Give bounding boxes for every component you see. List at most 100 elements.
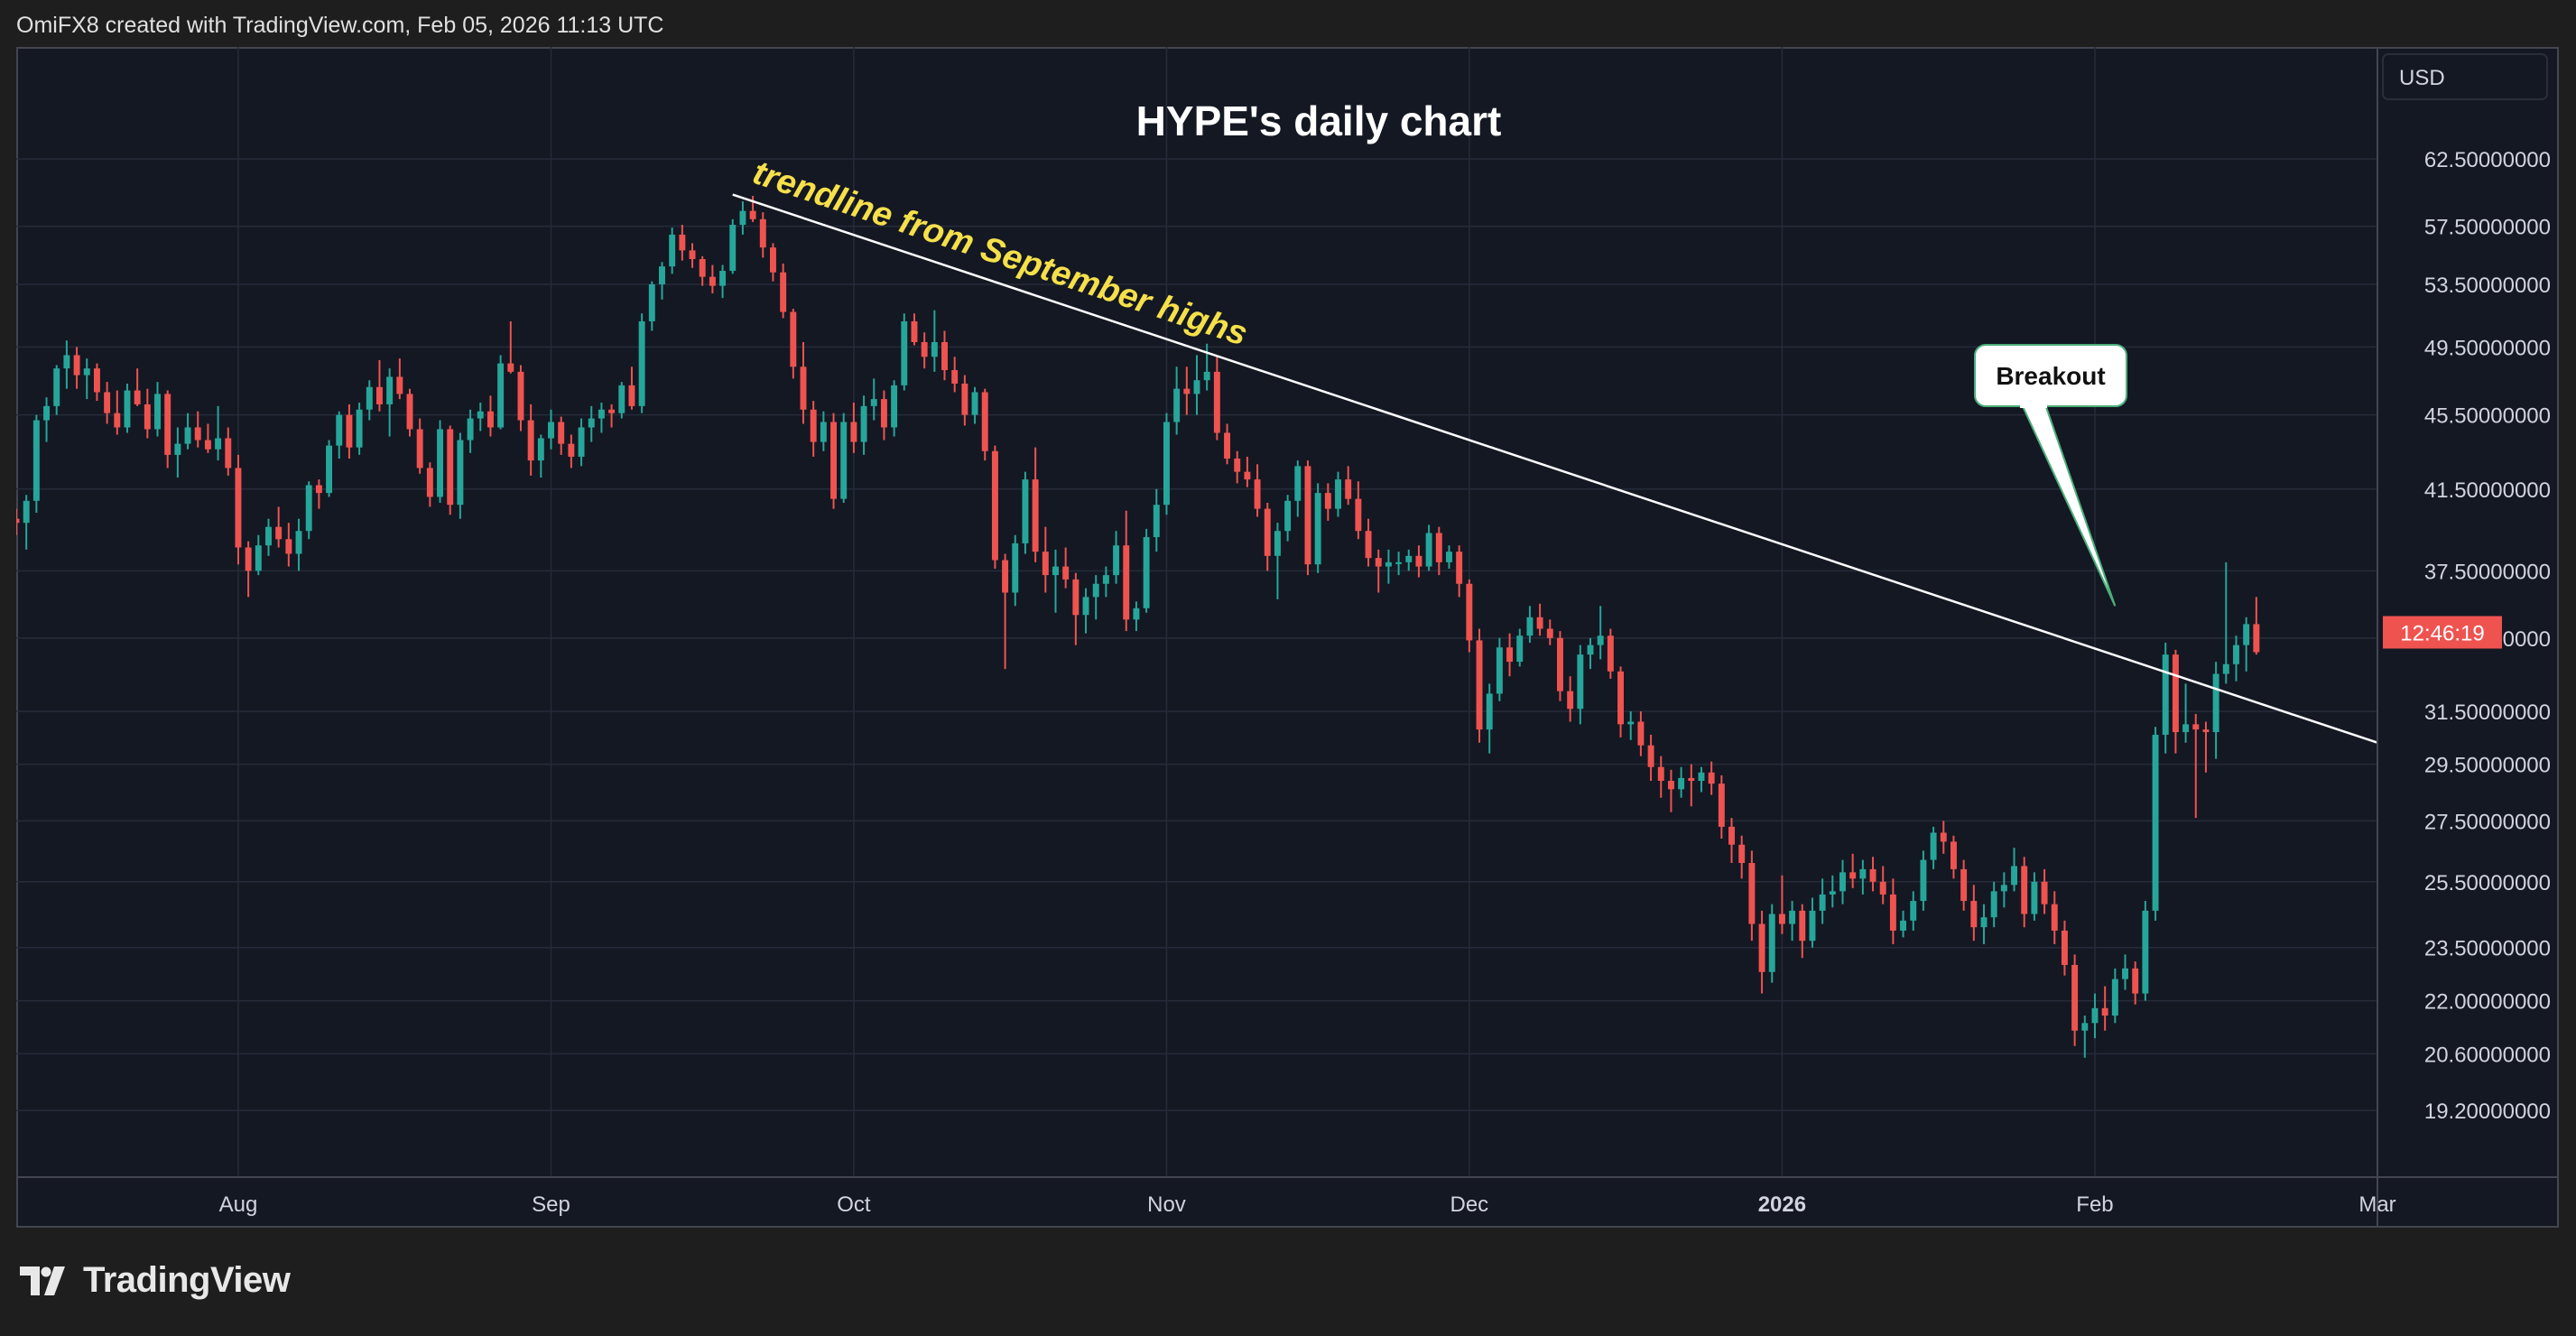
candle — [225, 427, 232, 476]
candle-body — [568, 443, 575, 457]
candle-body — [63, 355, 70, 369]
candle — [951, 357, 959, 393]
currency-selector[interactable]: USD — [2382, 53, 2548, 100]
candle-body — [134, 390, 141, 404]
candle — [961, 375, 968, 426]
candle-body — [356, 409, 363, 448]
candle — [2152, 727, 2159, 921]
candle — [598, 402, 605, 433]
candle — [1062, 547, 1070, 589]
candle — [215, 405, 222, 461]
candle — [23, 495, 30, 550]
candle — [1778, 875, 1785, 934]
price-tick-label: 57.50000000 — [2424, 216, 2551, 240]
candle-body — [1173, 388, 1181, 422]
candle-body — [497, 363, 505, 428]
candle — [447, 425, 454, 515]
candle — [2061, 920, 2068, 976]
candle — [164, 390, 171, 469]
candle — [739, 201, 746, 235]
candle-body — [1577, 654, 1584, 710]
candle — [1133, 601, 1140, 632]
candle — [1688, 764, 1695, 807]
candle-body — [1647, 745, 1654, 767]
candle-body — [1799, 910, 1806, 942]
candle — [860, 395, 867, 455]
candle — [891, 380, 898, 437]
candle — [1153, 488, 1160, 552]
candle — [1042, 526, 1049, 593]
candle — [426, 462, 433, 507]
currency-label[interactable]: USD — [2399, 66, 2445, 90]
candle-body — [1486, 693, 1493, 730]
candle-body — [1990, 891, 1997, 918]
candle — [941, 330, 948, 381]
candle — [1022, 471, 1029, 554]
candle — [1012, 534, 1019, 607]
candle-body — [1879, 881, 1886, 895]
candle-body — [2132, 968, 2139, 994]
candle — [1587, 637, 1594, 670]
candle-body — [1193, 380, 1200, 394]
price-tick-label: 19.20000000 — [2424, 1099, 2551, 1124]
candle-body — [1234, 459, 1241, 472]
candle-body — [406, 394, 413, 430]
candle-body — [43, 405, 51, 421]
candle — [1708, 761, 1715, 795]
candle-body — [1072, 579, 1080, 616]
candle-body — [1768, 914, 1775, 972]
trendline[interactable] — [732, 193, 2378, 744]
candle-body — [921, 341, 928, 357]
candle-body — [1889, 894, 1896, 931]
candle — [1254, 464, 1261, 517]
candle-body — [880, 399, 887, 428]
candle — [679, 225, 686, 261]
candle-body — [689, 250, 696, 260]
candle-body — [1304, 466, 1311, 565]
candle-body — [1345, 479, 1352, 499]
candle — [971, 386, 978, 424]
candle-body — [2061, 930, 2068, 965]
candlestick-chart[interactable]: trendline from September highs Breakout 6… — [16, 47, 2559, 1228]
candle-body — [1254, 479, 1261, 509]
candle — [174, 427, 181, 478]
candle — [265, 518, 272, 556]
candle — [194, 411, 201, 448]
candle-body — [1506, 647, 1514, 663]
candle — [2081, 1016, 2089, 1058]
candle-body — [669, 234, 676, 267]
breakout-pointer — [2020, 404, 2117, 607]
candle — [2243, 617, 2250, 672]
candle-body — [1516, 636, 1524, 663]
candle-body — [1728, 826, 1735, 845]
breakout-box — [1974, 344, 2127, 407]
candle-body — [1062, 566, 1070, 580]
candle-body — [1395, 561, 1403, 564]
candle-body — [618, 385, 625, 413]
candle-body — [648, 283, 655, 321]
candle — [1304, 460, 1311, 576]
candle — [669, 227, 676, 274]
candle — [709, 264, 716, 294]
candle — [507, 320, 514, 374]
candle — [1960, 859, 1968, 911]
candle — [1244, 456, 1251, 487]
candle — [537, 434, 544, 478]
candle-body — [951, 369, 959, 384]
tradingview-logo[interactable]: TradingView — [20, 1260, 291, 1301]
candle — [477, 402, 484, 431]
candle-body — [537, 438, 544, 461]
candle-body — [1688, 777, 1695, 781]
candle-body — [194, 427, 201, 441]
candle — [1536, 603, 1543, 636]
candle-body — [1113, 545, 1120, 576]
candle-body — [1163, 422, 1170, 506]
price-tag-bg — [2383, 616, 2502, 649]
candle — [830, 413, 838, 509]
candle — [588, 405, 595, 442]
candle-body — [1294, 466, 1302, 501]
candle — [1486, 683, 1493, 754]
candle — [1002, 553, 1009, 670]
candle-body — [1082, 597, 1089, 616]
candle-body — [1133, 608, 1140, 620]
